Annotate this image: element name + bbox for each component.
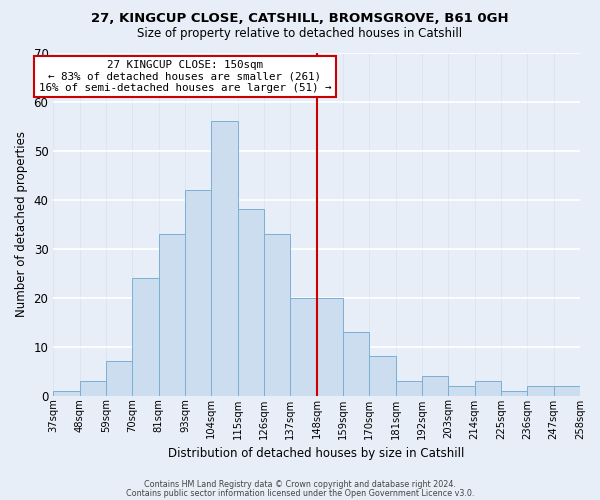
Bar <box>185 190 211 396</box>
Bar <box>80 381 106 396</box>
Bar <box>317 298 343 396</box>
Bar <box>395 381 422 396</box>
Text: Contains public sector information licensed under the Open Government Licence v3: Contains public sector information licen… <box>126 489 474 498</box>
Bar <box>211 121 238 396</box>
Bar <box>554 386 580 396</box>
Bar <box>290 298 317 396</box>
Bar <box>527 386 554 396</box>
Bar <box>132 278 158 396</box>
Y-axis label: Number of detached properties: Number of detached properties <box>15 131 28 317</box>
Bar <box>264 234 290 396</box>
Bar <box>343 332 370 396</box>
X-axis label: Distribution of detached houses by size in Catshill: Distribution of detached houses by size … <box>169 447 465 460</box>
Bar <box>106 361 132 396</box>
Bar <box>422 376 448 396</box>
Bar <box>238 210 264 396</box>
Bar <box>448 386 475 396</box>
Bar <box>158 234 185 396</box>
Bar <box>475 381 501 396</box>
Bar <box>370 356 395 396</box>
Bar <box>53 390 80 396</box>
Text: Contains HM Land Registry data © Crown copyright and database right 2024.: Contains HM Land Registry data © Crown c… <box>144 480 456 489</box>
Text: 27 KINGCUP CLOSE: 150sqm
← 83% of detached houses are smaller (261)
16% of semi-: 27 KINGCUP CLOSE: 150sqm ← 83% of detach… <box>39 60 331 93</box>
Bar <box>501 390 527 396</box>
Text: 27, KINGCUP CLOSE, CATSHILL, BROMSGROVE, B61 0GH: 27, KINGCUP CLOSE, CATSHILL, BROMSGROVE,… <box>91 12 509 26</box>
Text: Size of property relative to detached houses in Catshill: Size of property relative to detached ho… <box>137 28 463 40</box>
